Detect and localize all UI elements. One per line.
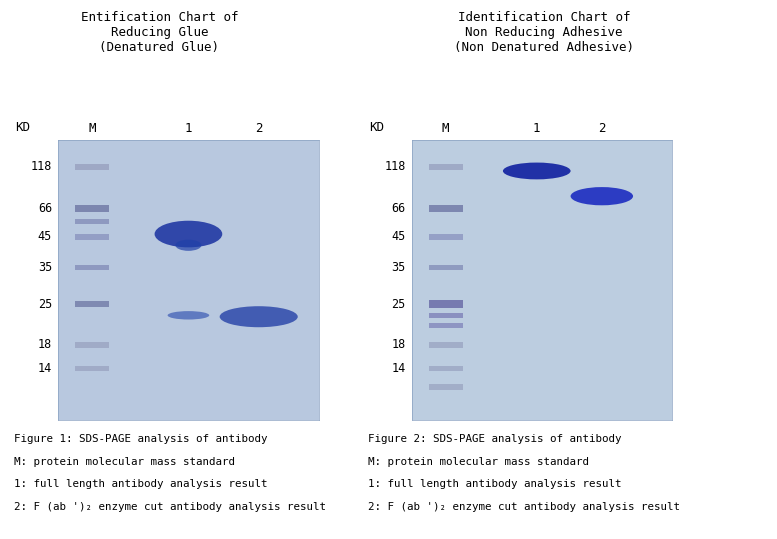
Text: 2: F (ab ')₂ enzyme cut antibody analysis result: 2: F (ab ')₂ enzyme cut antibody analysi… bbox=[14, 502, 326, 512]
Text: M: protein molecular mass standard: M: protein molecular mass standard bbox=[368, 457, 588, 467]
Text: 1: full length antibody analysis result: 1: full length antibody analysis result bbox=[14, 479, 267, 489]
Text: 25: 25 bbox=[38, 298, 52, 310]
Text: M: protein molecular mass standard: M: protein molecular mass standard bbox=[14, 457, 235, 467]
Bar bbox=[429, 234, 462, 240]
Text: 1: 1 bbox=[533, 122, 541, 135]
Text: 18: 18 bbox=[38, 338, 52, 351]
Bar bbox=[429, 205, 462, 212]
Text: Entification Chart of
Reducing Glue
(Denatured Glue): Entification Chart of Reducing Glue (Den… bbox=[81, 11, 238, 54]
Text: 35: 35 bbox=[38, 261, 52, 274]
Bar bbox=[75, 205, 109, 212]
Text: 118: 118 bbox=[384, 160, 406, 173]
Bar bbox=[75, 164, 109, 170]
Bar bbox=[75, 342, 109, 348]
Bar bbox=[75, 366, 109, 371]
Bar bbox=[429, 300, 462, 308]
Text: 35: 35 bbox=[392, 261, 406, 274]
Text: 66: 66 bbox=[38, 202, 52, 215]
Text: Figure 2: SDS-PAGE analysis of antibody: Figure 2: SDS-PAGE analysis of antibody bbox=[368, 434, 621, 444]
Ellipse shape bbox=[220, 306, 298, 327]
Text: 14: 14 bbox=[392, 362, 406, 375]
Bar bbox=[75, 234, 109, 240]
Text: 118: 118 bbox=[30, 160, 52, 173]
Ellipse shape bbox=[176, 240, 201, 251]
Bar bbox=[429, 384, 462, 390]
Text: Identification Chart of
Non Reducing Adhesive
(Non Denatured Adhesive): Identification Chart of Non Reducing Adh… bbox=[454, 11, 634, 54]
Ellipse shape bbox=[503, 163, 570, 179]
Text: 2: 2 bbox=[255, 122, 263, 135]
Ellipse shape bbox=[570, 187, 633, 205]
Text: KD: KD bbox=[16, 121, 30, 134]
Bar bbox=[429, 342, 462, 348]
Text: 66: 66 bbox=[392, 202, 406, 215]
Text: 1: full length antibody analysis result: 1: full length antibody analysis result bbox=[368, 479, 621, 489]
Text: 14: 14 bbox=[38, 362, 52, 375]
Bar bbox=[429, 366, 462, 371]
Text: 2: F (ab ')₂ enzyme cut antibody analysis result: 2: F (ab ')₂ enzyme cut antibody analysi… bbox=[368, 502, 680, 512]
Text: 1: 1 bbox=[185, 122, 192, 135]
Bar bbox=[429, 265, 462, 271]
Text: KD: KD bbox=[369, 121, 384, 134]
Text: 2: 2 bbox=[598, 122, 605, 135]
Text: 18: 18 bbox=[392, 338, 406, 351]
Bar bbox=[75, 219, 109, 224]
Bar bbox=[429, 164, 462, 170]
Text: 25: 25 bbox=[392, 298, 406, 310]
Text: M: M bbox=[89, 122, 96, 135]
Text: Figure 1: SDS-PAGE analysis of antibody: Figure 1: SDS-PAGE analysis of antibody bbox=[14, 434, 267, 444]
Text: 45: 45 bbox=[38, 230, 52, 243]
Ellipse shape bbox=[155, 220, 222, 247]
Bar bbox=[429, 323, 462, 328]
Text: M: M bbox=[442, 122, 449, 135]
Bar bbox=[429, 313, 462, 318]
Text: 45: 45 bbox=[392, 230, 406, 243]
Bar bbox=[75, 301, 109, 307]
Bar bbox=[75, 265, 109, 271]
Ellipse shape bbox=[168, 311, 209, 320]
